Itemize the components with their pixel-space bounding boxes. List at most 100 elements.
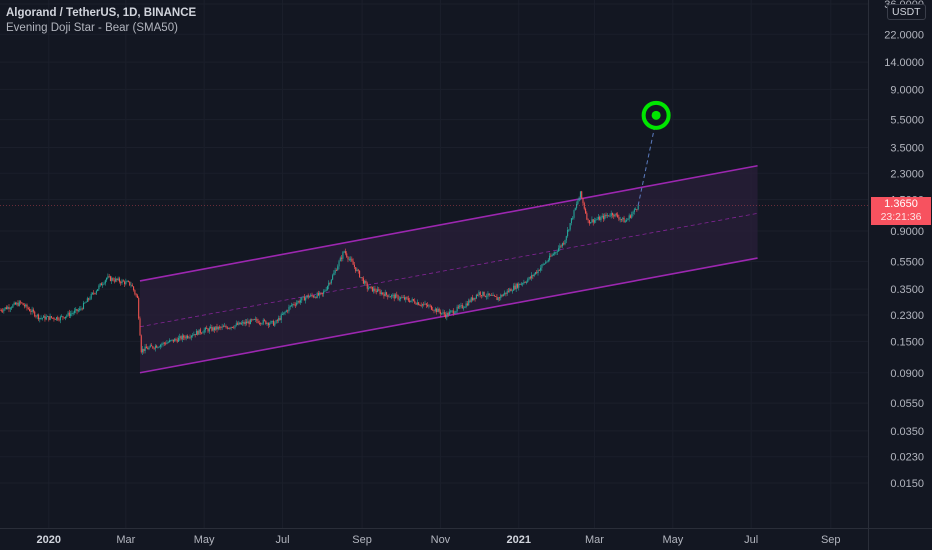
candle-body — [270, 321, 272, 324]
currency-badge[interactable]: USDT — [887, 4, 926, 20]
candle-body — [76, 309, 78, 312]
candle-body — [477, 294, 479, 296]
candle-body — [590, 222, 592, 224]
y-tick-label: 3.5000 — [890, 142, 924, 154]
candle-body — [393, 294, 395, 299]
candle-body — [617, 214, 619, 218]
candle-body — [456, 306, 458, 312]
candle-body — [569, 223, 571, 230]
candle-body — [585, 208, 587, 214]
candle-body — [600, 217, 602, 221]
candle-body — [285, 310, 287, 312]
candle-body — [107, 276, 109, 278]
candle-body — [472, 297, 474, 301]
candle-body — [247, 321, 249, 324]
candle-body — [415, 303, 417, 305]
candle-body — [315, 296, 317, 298]
candle-body — [62, 316, 64, 318]
candle-body — [629, 215, 632, 218]
candle-body — [70, 313, 72, 316]
time-axis[interactable]: 2020 Mar May Jul Sep Nov 2021 Mar May Jul Sep — [0, 528, 932, 547]
candle-body — [29, 309, 31, 312]
candle-body — [412, 299, 415, 301]
candle-body — [479, 292, 481, 296]
candle-body — [556, 251, 558, 253]
candle-body — [12, 304, 14, 308]
candle-body — [337, 266, 339, 271]
candle-body — [203, 329, 205, 333]
candle-body — [47, 316, 49, 317]
candle-body — [311, 294, 313, 296]
candle-body — [400, 297, 402, 299]
candle-body — [528, 277, 530, 280]
candle-body — [224, 325, 226, 327]
candle-body — [483, 291, 485, 297]
candle-body — [298, 301, 300, 303]
x-tick-label: Sep — [821, 534, 841, 546]
candle-body — [90, 293, 92, 299]
candle-body — [221, 326, 223, 328]
candle-body — [193, 334, 195, 336]
candle-body — [434, 308, 436, 311]
candle-body — [289, 305, 291, 307]
candle-body — [249, 319, 251, 325]
indicator-title[interactable]: Evening Doji Star - Bear (SMA50) — [6, 22, 178, 34]
candle-body — [111, 278, 113, 281]
candle-body — [330, 279, 332, 284]
candle-body — [362, 278, 364, 284]
candle-body — [175, 338, 177, 340]
candle-body — [373, 288, 375, 292]
candle-body — [287, 310, 289, 312]
candle-body — [516, 283, 519, 288]
candle-body — [316, 293, 318, 298]
candle-body — [419, 304, 421, 306]
candle-body — [411, 299, 413, 301]
candle-body — [385, 292, 388, 295]
candle-body — [290, 305, 293, 306]
candle-body — [581, 191, 583, 199]
candle-body — [396, 294, 398, 296]
candle-body — [438, 308, 440, 312]
candle-body — [142, 348, 144, 353]
candle-body — [488, 293, 490, 296]
candle-body — [157, 346, 159, 348]
candle-body — [267, 322, 269, 326]
candle-body — [416, 302, 418, 305]
candle-body — [626, 220, 628, 222]
candle-body — [138, 297, 140, 319]
candle-body — [355, 267, 357, 272]
symbol-title[interactable]: Algorand / TetherUS, 1D, BINANCE — [6, 7, 197, 19]
candle-body — [166, 342, 168, 345]
candle-body — [131, 284, 133, 287]
candle-body — [271, 320, 273, 322]
candle-body — [531, 275, 533, 279]
price-axis[interactable]: 36.000022.000014.00009.00005.50003.50002… — [868, 0, 932, 550]
candle-body — [265, 320, 267, 325]
candle-body — [112, 278, 114, 281]
candle-body — [294, 304, 296, 306]
candle-body — [540, 267, 542, 271]
candle-body — [461, 305, 463, 309]
candle-body — [160, 344, 162, 347]
candle-body — [240, 323, 242, 325]
candle-body — [409, 300, 411, 302]
candle-body — [507, 290, 510, 292]
y-tick-label: 14.0000 — [884, 57, 924, 69]
candle-body — [342, 252, 344, 259]
candle-body — [49, 316, 51, 320]
candle-body — [635, 209, 637, 210]
candle-body — [436, 308, 438, 313]
candle-body — [403, 297, 406, 300]
candle-body — [401, 297, 403, 299]
candle-body — [195, 330, 198, 336]
candle-body — [113, 280, 115, 282]
candle-body — [235, 323, 237, 326]
candle-body — [8, 306, 10, 310]
candle-body — [264, 319, 266, 321]
target-ring-icon — [641, 100, 671, 130]
candle-body — [120, 281, 122, 284]
candle-body — [525, 282, 528, 283]
candle-body — [429, 305, 431, 307]
candle-body — [73, 310, 76, 313]
